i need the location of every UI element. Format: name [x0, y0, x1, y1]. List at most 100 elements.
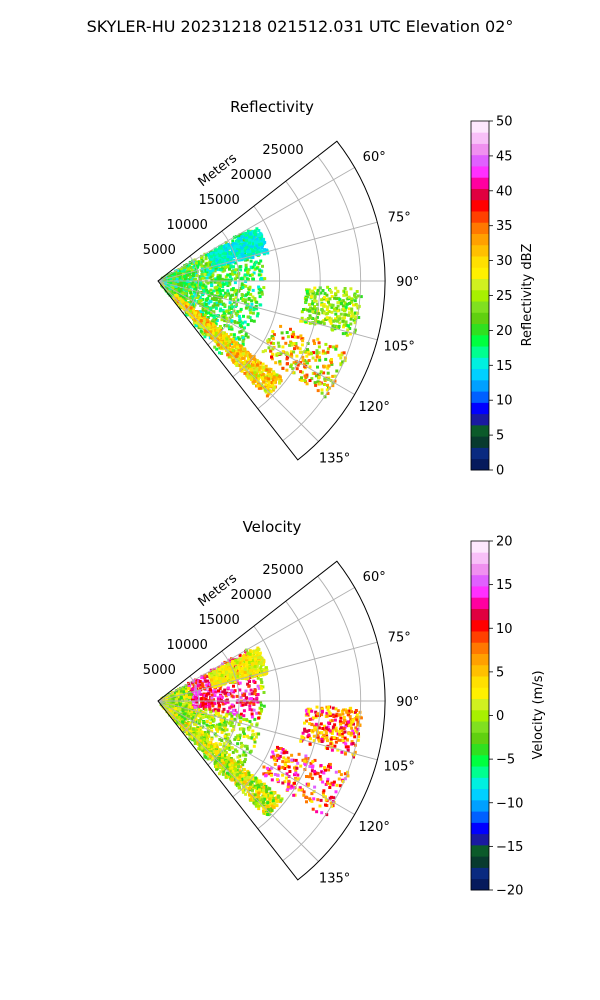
- echo-cell: [250, 239, 254, 242]
- colorbar-tick-label: 30: [496, 254, 513, 269]
- echo-cell: [169, 293, 173, 297]
- echo-cell: [220, 352, 224, 355]
- echo-cell: [222, 707, 226, 711]
- echo-cell: [330, 361, 333, 364]
- echo-cell: [192, 278, 196, 282]
- echo-cell: [217, 300, 221, 304]
- echo-cell: [264, 364, 268, 368]
- echo-cell: [215, 725, 219, 729]
- echo-cell: [270, 355, 273, 359]
- echo-cell: [313, 294, 317, 298]
- echo-cell: [256, 684, 260, 688]
- echo-cell: [289, 327, 292, 331]
- echo-cell: [231, 358, 235, 362]
- echo-cell: [238, 700, 242, 704]
- echo-cell: [230, 311, 234, 314]
- echo-cell: [267, 346, 271, 350]
- echo-cell: [353, 299, 357, 303]
- echo-cell: [343, 316, 346, 320]
- echo-cell: [233, 708, 237, 712]
- echo-cell: [252, 308, 256, 312]
- echo-cell: [186, 686, 190, 690]
- echo-cell: [251, 249, 255, 253]
- echo-cell: [238, 353, 242, 357]
- echo-cell: [171, 704, 175, 708]
- echo-cell: [250, 692, 254, 696]
- echo-cell: [203, 319, 207, 322]
- colorbar-swatch: [471, 121, 489, 133]
- echo-cell: [344, 313, 348, 317]
- echo-cell: [226, 284, 230, 287]
- echo-cell: [225, 746, 229, 750]
- echo-cell: [316, 365, 319, 369]
- echo-cell: [191, 295, 195, 299]
- echo-cell: [214, 322, 218, 326]
- echo-cell: [274, 361, 278, 365]
- echo-cell: [237, 239, 241, 243]
- echo-cell: [322, 322, 326, 326]
- echo-cell: [334, 317, 337, 321]
- echo-cell: [316, 320, 320, 324]
- echo-cell: [275, 353, 279, 357]
- echo-cell: [261, 264, 264, 268]
- echo-cell: [310, 295, 314, 299]
- echo-cell: [230, 303, 234, 306]
- echo-cell: [258, 371, 262, 374]
- echo-cell: [224, 265, 228, 269]
- echo-cell: [234, 288, 238, 292]
- echo-cell: [233, 244, 237, 248]
- echo-cell: [259, 709, 263, 713]
- echo-cell: [250, 736, 254, 740]
- echo-cell: [207, 715, 211, 718]
- echo-cell: [263, 388, 267, 392]
- echo-cell: [222, 282, 226, 286]
- echo-cell: [354, 311, 357, 315]
- echo-cell: [326, 305, 330, 309]
- echo-cell: [193, 688, 197, 692]
- echo-cell: [244, 280, 248, 283]
- echo-cell: [243, 744, 247, 748]
- echo-cell: [226, 273, 230, 277]
- echo-cell: [326, 347, 330, 351]
- echo-cell: [238, 716, 242, 720]
- echo-cell: [313, 296, 317, 300]
- echo-cell: [257, 291, 261, 295]
- echo-cell: [226, 289, 230, 293]
- echo-cell: [190, 687, 194, 691]
- echo-cell: [311, 371, 315, 375]
- colorbar-swatch: [471, 188, 489, 201]
- echo-cell: [214, 251, 218, 255]
- echo-cell: [353, 293, 356, 297]
- echo-cell: [340, 299, 344, 303]
- echo-cell: [195, 296, 199, 300]
- echo-cell: [239, 365, 243, 369]
- echo-cell: [256, 381, 260, 385]
- echo-cell: [349, 317, 353, 321]
- echo-cell: [207, 276, 211, 280]
- echo-cell: [249, 255, 253, 259]
- echo-cell: [182, 287, 186, 291]
- echo-cell: [218, 694, 222, 698]
- echo-cell: [286, 335, 290, 339]
- echo-cell: [253, 231, 256, 235]
- echo-cell: [336, 315, 339, 319]
- echo-cell: [217, 284, 221, 288]
- echo-cell: [307, 288, 311, 292]
- echo-cell: [256, 700, 260, 704]
- echo-cell: [198, 310, 202, 314]
- echo-cell: [231, 357, 235, 360]
- echo-cell: [188, 696, 192, 699]
- colorbar-swatch: [471, 424, 489, 437]
- echo-cell: [176, 704, 180, 708]
- echo-cell: [254, 365, 258, 369]
- echo-cell: [249, 305, 253, 309]
- echo-cell: [199, 286, 203, 290]
- echo-cell: [197, 714, 201, 718]
- echo-cell: [212, 267, 216, 271]
- echo-cell: [217, 712, 220, 715]
- echo-cell: [245, 239, 249, 243]
- echo-cell: [180, 284, 184, 288]
- echo-cell: [325, 308, 329, 311]
- echo-cell: [174, 283, 178, 287]
